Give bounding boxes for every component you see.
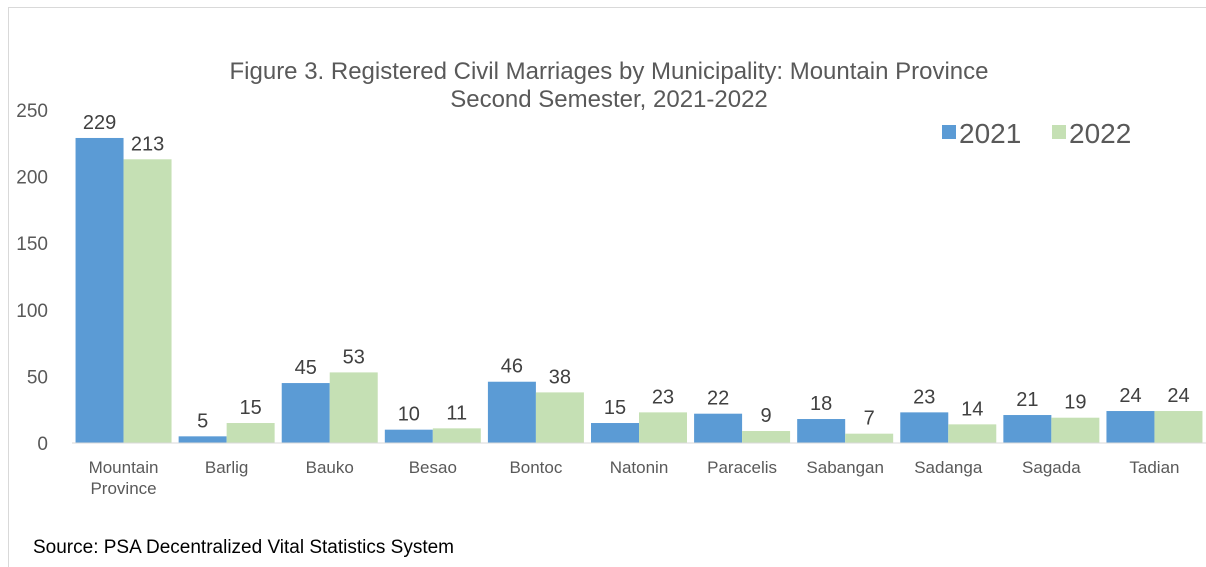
x-tick-label: Tadian bbox=[1129, 458, 1179, 477]
chart-title: Figure 3. Registered Civil Marriages by … bbox=[230, 58, 989, 113]
data-label-2022: 24 bbox=[1167, 385, 1189, 407]
legend-label-2022: 2022 bbox=[1069, 118, 1131, 149]
data-label-2021: 15 bbox=[604, 397, 626, 419]
data-label-2022: 38 bbox=[549, 366, 571, 388]
x-tick-label: Natonin bbox=[610, 458, 669, 477]
data-label-2021: 46 bbox=[501, 356, 523, 378]
y-tick-label: 150 bbox=[16, 234, 48, 255]
x-tick-label: Barlig bbox=[205, 458, 248, 477]
bar-2021 bbox=[591, 423, 639, 443]
x-tick-label: Bauko bbox=[306, 458, 354, 477]
x-axis: Mountain Province Barlig Bauko Besao Bontoc Na… bbox=[89, 458, 1180, 498]
bar-2021 bbox=[900, 412, 949, 443]
data-label-2022: 14 bbox=[961, 398, 983, 420]
data-label-2021: 23 bbox=[913, 386, 935, 408]
data-label-2022: 15 bbox=[240, 397, 262, 419]
data-label-2022: 213 bbox=[131, 133, 164, 155]
y-tick-label: 50 bbox=[27, 367, 48, 388]
legend-label-2021: 2021 bbox=[959, 118, 1021, 149]
bar-2021 bbox=[281, 383, 330, 443]
bar-2021 bbox=[1106, 411, 1155, 443]
data-label-2022: 9 bbox=[761, 405, 772, 427]
source-note: Source: PSA Decentralized Vital Statisti… bbox=[33, 537, 454, 558]
data-label-2021: 45 bbox=[295, 357, 317, 379]
data-label-2021: 229 bbox=[83, 112, 116, 134]
y-tick-label: 250 bbox=[16, 101, 48, 122]
legend-swatch-2022 bbox=[1052, 125, 1066, 139]
bar-2021 bbox=[694, 413, 743, 443]
bar-2021 bbox=[487, 381, 536, 443]
legend: 2021 2022 bbox=[942, 118, 1131, 149]
x-tick-label: Besao bbox=[409, 458, 457, 477]
bar-2021 bbox=[384, 429, 433, 443]
bar-2021 bbox=[75, 137, 124, 444]
bar-2022 bbox=[432, 428, 481, 443]
y-tick-label: 200 bbox=[16, 168, 48, 189]
x-tick-label: Mountain Province bbox=[89, 458, 159, 498]
y-tick-label: 100 bbox=[16, 301, 48, 322]
chart-title-line-1: Figure 3. Registered Civil Marriages by … bbox=[230, 58, 989, 85]
bar-2022 bbox=[226, 423, 275, 443]
bar-2022 bbox=[742, 431, 791, 443]
data-label-2021: 22 bbox=[707, 388, 729, 410]
x-tick-label: Sabangan bbox=[806, 458, 884, 477]
bar-2022 bbox=[123, 159, 172, 443]
bar-2021 bbox=[178, 436, 227, 443]
x-tick-label: Sadanga bbox=[914, 458, 983, 477]
x-tick-label: Bontoc bbox=[509, 458, 562, 477]
data-label-2022: 53 bbox=[343, 346, 365, 368]
x-tick-label: Paracelis bbox=[707, 458, 777, 477]
legend-swatch-2021 bbox=[942, 125, 956, 139]
chart-title-line-2: Second Semester, 2021-2022 bbox=[450, 86, 768, 113]
x-tick-label: Sagada bbox=[1022, 458, 1081, 477]
data-label-2021: 21 bbox=[1016, 389, 1038, 411]
data-label-2021: 18 bbox=[810, 393, 832, 415]
data-label-2022: 23 bbox=[652, 386, 674, 408]
data-label-2022: 19 bbox=[1064, 392, 1086, 414]
data-label-2021: 5 bbox=[197, 410, 208, 432]
bars bbox=[75, 137, 1203, 444]
chart-frame bbox=[8, 7, 1206, 567]
y-tick-label: 0 bbox=[37, 434, 48, 455]
bar-2022 bbox=[535, 392, 584, 443]
bar-2022 bbox=[1154, 411, 1203, 443]
bar-2022 bbox=[845, 433, 894, 443]
data-label-2022: 11 bbox=[446, 402, 467, 424]
data-label-2022: 7 bbox=[864, 408, 875, 430]
bar-2022 bbox=[329, 372, 378, 443]
bar-2021 bbox=[1003, 415, 1052, 443]
bar-2022 bbox=[639, 412, 687, 443]
y-axis: 0 50 100 150 200 250 bbox=[16, 101, 48, 455]
data-label-2021: 24 bbox=[1119, 385, 1141, 407]
data-label-2021: 10 bbox=[398, 404, 420, 426]
bar-2022 bbox=[1051, 417, 1100, 443]
bar-2022 bbox=[948, 424, 997, 443]
bar-2021 bbox=[797, 419, 846, 443]
